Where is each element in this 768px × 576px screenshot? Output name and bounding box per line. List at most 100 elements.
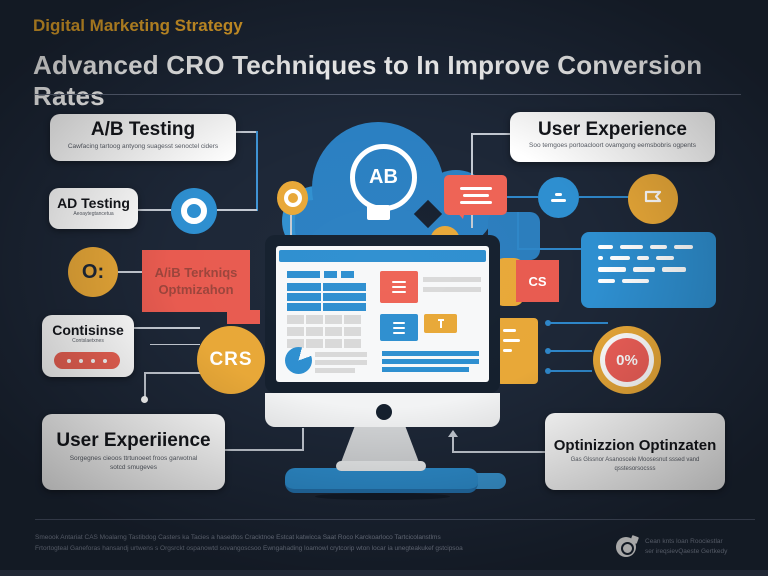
- connector-line: [145, 372, 207, 374]
- table-cell: [323, 293, 366, 301]
- connector-line: [290, 215, 292, 241]
- bottom-strip: [0, 570, 768, 576]
- card-contisinse: Contisinse Contslaetxnes: [42, 315, 134, 377]
- table-cell: [287, 283, 321, 291]
- orange-list-panel: [497, 318, 538, 384]
- text-line: [423, 277, 481, 282]
- ab-label: AB: [369, 166, 398, 188]
- blue-menu-tile: [380, 314, 418, 341]
- connector-line: [550, 370, 592, 372]
- bar-line: [382, 367, 469, 372]
- flag-icon: [628, 174, 678, 224]
- monitor-stand: [340, 427, 420, 465]
- connector-line: [236, 131, 257, 133]
- ab-magnifier-icon: AB: [350, 144, 417, 211]
- connector-line: [217, 209, 257, 211]
- card-title: Contisinse: [52, 322, 124, 338]
- connector-line: [517, 212, 519, 250]
- bullet-dot: [545, 320, 551, 326]
- base-platform: [285, 468, 478, 493]
- grid-cell: [287, 339, 304, 348]
- connector-line: [118, 271, 142, 273]
- connector-line: [579, 196, 629, 198]
- card-subtitle: Aeoaytegtancetua: [73, 211, 114, 217]
- connector-line: [138, 209, 171, 211]
- page-title: Advanced CRO Techniques to In Improve Co…: [33, 50, 703, 111]
- dots-pill: [54, 352, 120, 369]
- red-callout-extension: [227, 310, 260, 324]
- text-line: [423, 287, 481, 292]
- dashboard-tab: [287, 271, 320, 278]
- card-subtitle: Cawfacing tartoog antyong suagesst senoc…: [67, 143, 219, 150]
- connector-line: [452, 451, 545, 453]
- table-cell: [287, 293, 321, 301]
- flag-glyph: [644, 190, 662, 203]
- footer-divider: [35, 519, 755, 520]
- table-cell: [323, 283, 366, 291]
- grid-cell: [306, 339, 323, 348]
- card-title: Optinizzion Optinzaten: [553, 437, 717, 454]
- grid-cell: [325, 327, 342, 336]
- table-cell: [323, 303, 366, 311]
- connector-line: [517, 248, 581, 250]
- blue-text-panel: [581, 232, 716, 308]
- connector-line: [302, 428, 304, 451]
- connector-line: [225, 449, 303, 451]
- card-title: User Experiience: [56, 430, 211, 451]
- footer-caption: Smeook Antariat CAS Moalarng Tastibdog C…: [35, 532, 613, 554]
- card-subtitle: Gas Glssnor Asanoscele Moosesnut sssed v…: [570, 457, 700, 472]
- menu-lines-icon: [538, 177, 579, 218]
- footer-credit-line1: Cean knts loan Roociestlar: [645, 538, 723, 545]
- zero-percent-gauge: 0%: [593, 326, 661, 394]
- connector-line: [452, 432, 454, 453]
- connector-line: [144, 372, 146, 398]
- dashboard-tab: [324, 271, 337, 278]
- card-ab-testing: A/B Testing Cawfacing tartoog antyong su…: [50, 114, 236, 161]
- speech-bubble-icon: [444, 175, 507, 215]
- grid-cell: [344, 327, 361, 336]
- donut-ring-icon: [171, 188, 217, 234]
- bulb-base: [367, 205, 390, 220]
- card-subtitle: Soo temgoes portoacloort ovamgong eemsbo…: [529, 142, 696, 149]
- card-user-experience-left: User Experiience Sorgegnes cieoos ttrtun…: [42, 414, 225, 490]
- camera-dot-icon: [376, 404, 392, 420]
- orange-tile: [424, 314, 457, 333]
- bullet-dot: [545, 348, 551, 354]
- connector-line: [550, 350, 592, 352]
- grid-cell: [287, 327, 304, 336]
- grid-cell: [325, 315, 342, 324]
- connector-line: [507, 196, 538, 198]
- footer-credit-line2: ser ireqsievQaeste Gertkedy: [645, 548, 728, 555]
- card-title: AD Testing: [57, 195, 130, 211]
- footer-credit: Cean knts loan Roociestlar ser ireqsievQ…: [645, 537, 757, 557]
- table-cell: [287, 303, 321, 311]
- connector-line: [472, 133, 510, 135]
- red-callout-box: A/iB Terkniqs Optmizahon: [142, 250, 250, 312]
- eyebrow-title: Digital Marketing Strategy: [33, 16, 243, 35]
- card-subtitle: Contslaetxnes: [72, 338, 104, 344]
- grid-cell: [325, 339, 342, 348]
- grid-cell: [306, 327, 323, 336]
- grid-cell: [344, 315, 361, 324]
- dashboard-tab: [341, 271, 354, 278]
- pie-chart-icon: [285, 347, 312, 374]
- crs-badge: CRS: [197, 326, 265, 394]
- monitor-screen-dashboard: [276, 246, 489, 382]
- base-shadow: [315, 493, 450, 500]
- connector-line: [256, 131, 258, 211]
- connector-dot: [141, 396, 148, 403]
- card-ad-testing: AD Testing Aeoaytegtancetua: [49, 188, 138, 229]
- card-optimization: Optinizzion Optinzaten Gas Glssnor Asano…: [545, 413, 725, 490]
- text-line: [315, 352, 367, 357]
- text-line: [315, 360, 367, 365]
- title-divider: [35, 94, 741, 95]
- cs-badge: CS: [516, 260, 559, 302]
- bar-line: [382, 359, 479, 364]
- connector-line: [550, 322, 608, 324]
- donut-ring-icon: [277, 181, 308, 215]
- text-line: [315, 368, 355, 373]
- o-colon-badge: O:: [68, 247, 118, 297]
- brand-mark-icon: [616, 537, 636, 557]
- bar-line: [382, 351, 479, 356]
